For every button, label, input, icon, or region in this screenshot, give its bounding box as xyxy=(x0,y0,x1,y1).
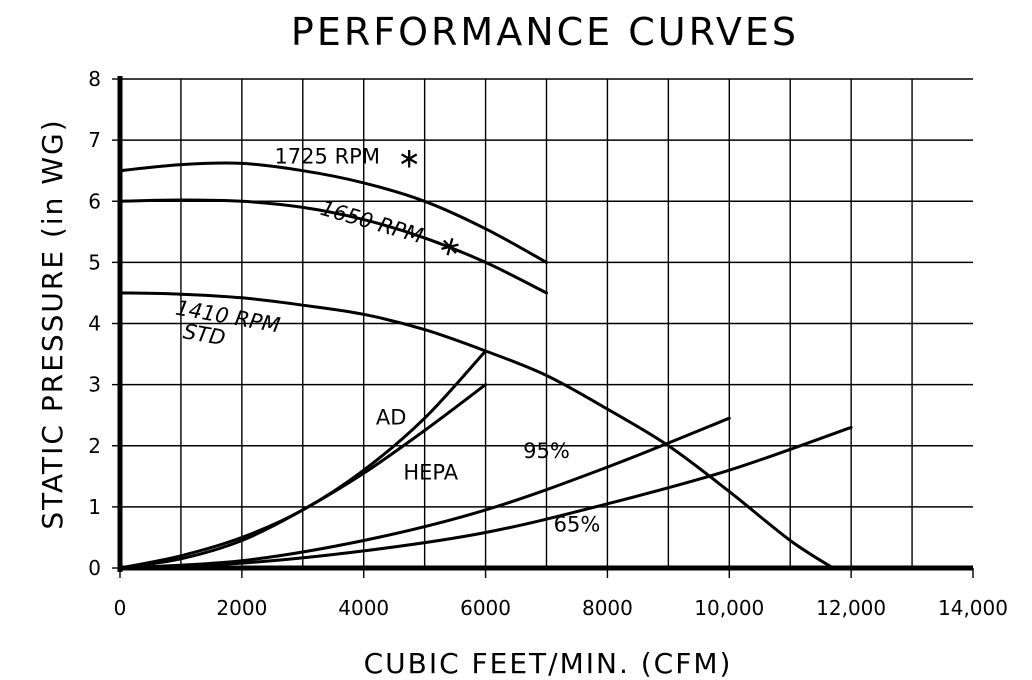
series-label-text: 1725 RPM xyxy=(274,144,380,168)
asterisk-icon: ∗ xyxy=(434,227,466,265)
y-tick-label: 4 xyxy=(88,312,101,336)
series-line-95 xyxy=(118,416,731,570)
asterisk-icon: ∗ xyxy=(397,141,420,174)
series-label-95: 95% xyxy=(523,439,570,463)
y-tick-label: 0 xyxy=(88,556,101,580)
series-label-hepa: HEPA xyxy=(403,460,458,484)
series-label-ad: AD xyxy=(376,405,407,429)
y-tick-label: 8 xyxy=(88,67,101,91)
x-tick-label: 2000 xyxy=(216,596,267,620)
series-label-text: 95% xyxy=(523,439,570,463)
series-line-65 xyxy=(118,425,853,570)
x-tick-label: 10,000 xyxy=(694,596,764,620)
x-tick-label: 4000 xyxy=(338,596,389,620)
y-tick-label: 7 xyxy=(88,128,101,152)
series-label-text: AD xyxy=(376,405,407,429)
series-line-hepa xyxy=(118,383,488,570)
series-line-1650-rpm xyxy=(118,198,548,295)
series-line-1725-rpm xyxy=(118,161,548,264)
y-tick-label: 1 xyxy=(88,495,101,519)
series-label-1650-rpm: 1650 RPM ∗ xyxy=(318,196,466,265)
x-tick-label: 0 xyxy=(114,596,127,620)
series-lines xyxy=(118,161,853,570)
series-label-text: 65% xyxy=(554,512,601,536)
series-label-text: 1650 RPM xyxy=(318,196,426,248)
y-tick-label: 3 xyxy=(88,373,101,397)
y-tick-label: 2 xyxy=(88,434,101,458)
tick-labels: 0 2000 4000 6000 8000 10,000 12,000 14,000 0 1 2 3 4… xyxy=(88,67,1008,620)
x-tick-label: 8000 xyxy=(582,596,633,620)
x-axis-label: CUBIC FEET/MIN. (CFM) xyxy=(364,647,733,680)
y-tick-label: 5 xyxy=(88,250,101,274)
x-tick-label: 14,000 xyxy=(938,596,1008,620)
series-label-text: HEPA xyxy=(403,460,458,484)
chart-title: PERFORMANCE CURVES xyxy=(291,10,799,54)
y-tick-label: 6 xyxy=(88,189,101,213)
x-tick-label: 6000 xyxy=(460,596,511,620)
y-axis-label: STATIC PRESSURE (in WG) xyxy=(36,118,69,529)
series-line-1410-rpm-std xyxy=(118,291,835,570)
series-label-1725-rpm: 1725 RPM ∗ xyxy=(274,141,420,174)
x-tick-label: 12,000 xyxy=(816,596,886,620)
series-label-65: 65% xyxy=(554,512,601,536)
